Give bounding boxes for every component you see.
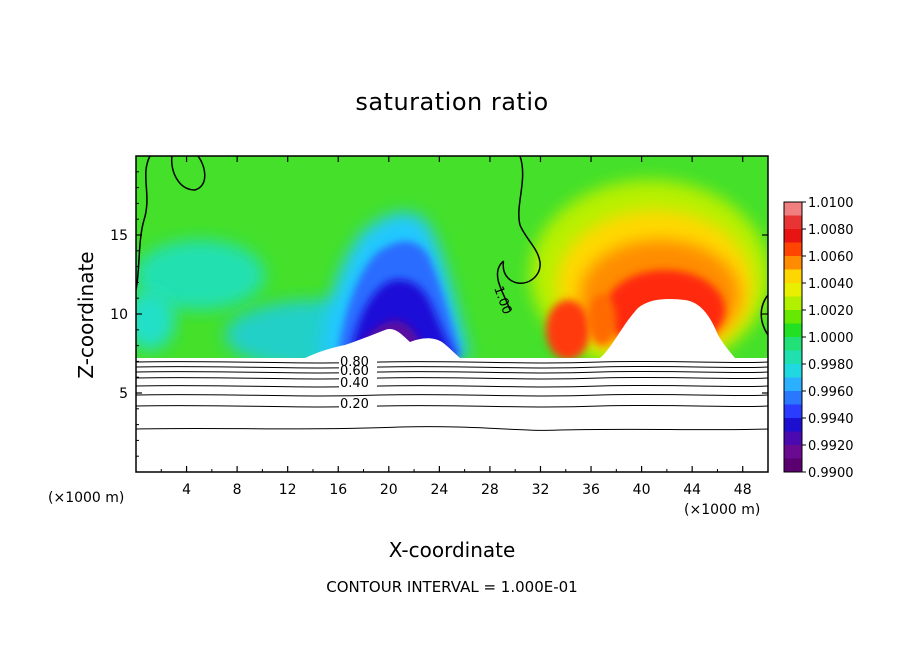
colorbar-swatch bbox=[784, 323, 802, 338]
colorbar-swatch bbox=[784, 269, 802, 284]
contour-label-0.60: 0.60 bbox=[340, 364, 369, 379]
colorbar-swatch bbox=[784, 418, 802, 432]
chart-title: saturation ratio bbox=[355, 88, 549, 116]
colorbar-swatch bbox=[784, 350, 802, 365]
colorbar: 1.0100 1.0080 1.0060 1.0040 1.0020 1.0000 0.99… bbox=[783, 196, 854, 481]
heatmap-field bbox=[136, 156, 768, 472]
colorbar-label: 0.9960 bbox=[808, 385, 854, 400]
contour-1.00-mid bbox=[496, 156, 541, 311]
colorbar-swatch bbox=[784, 242, 802, 257]
x-axis-ticks: 4 8 12 16 20 24 28 32 36 40 44 48 bbox=[160, 156, 752, 498]
contour-label-bg-2 bbox=[339, 366, 377, 377]
contour-label-bg-1 bbox=[339, 356, 377, 367]
colorbar-label: 0.9900 bbox=[808, 466, 854, 481]
x-tick-label: 8 bbox=[233, 482, 242, 498]
contour-interval-note: CONTOUR INTERVAL = 1.000E-01 bbox=[326, 578, 578, 596]
contour-band-7 bbox=[136, 404, 768, 408]
y-tick-label: 5 bbox=[119, 386, 128, 402]
colorbar-swatch bbox=[784, 377, 802, 392]
contour-labels: 0.80 0.60 0.40 0.20 1.00 bbox=[339, 284, 514, 412]
colorbar-label: 1.0000 bbox=[808, 331, 854, 346]
contour-1.00-left bbox=[136, 156, 151, 291]
colorbar-swatch bbox=[784, 391, 802, 405]
colorbar-swatch bbox=[784, 296, 802, 311]
y-tick-label: 15 bbox=[110, 228, 128, 244]
x-tick-label: 4 bbox=[182, 482, 191, 498]
colorbar-swatch bbox=[784, 445, 802, 459]
colorbar-label: 0.9980 bbox=[808, 358, 854, 373]
x-tick-label: 16 bbox=[329, 482, 347, 498]
contour-1.00-topleft bbox=[170, 156, 206, 191]
colorbar-label: 0.9920 bbox=[808, 439, 854, 454]
contour-band-3 bbox=[136, 370, 768, 374]
y-axis-ticks: 5 10 15 bbox=[110, 171, 768, 457]
contour-1.00-right bbox=[760, 294, 768, 336]
x-tick-label: 24 bbox=[430, 482, 448, 498]
colorbar-swatch bbox=[784, 202, 802, 216]
x-unit-label-left: (×1000 m) bbox=[48, 490, 125, 506]
x-tick-label: 44 bbox=[683, 482, 701, 498]
contour-band-1 bbox=[136, 360, 768, 364]
x-tick-label: 32 bbox=[532, 482, 550, 498]
colorbar-label: 1.0040 bbox=[808, 277, 854, 292]
contour-band-2 bbox=[136, 365, 768, 369]
cyan-patch-left bbox=[136, 240, 265, 310]
colorbar-swatch bbox=[784, 337, 802, 351]
x-tick-label: 48 bbox=[734, 482, 752, 498]
colorbar-swatch bbox=[784, 458, 802, 473]
x-tick-label: 20 bbox=[380, 482, 398, 498]
colorbar-swatch bbox=[784, 229, 802, 243]
x-tick-label: 36 bbox=[582, 482, 600, 498]
cyan-patch-edge bbox=[136, 290, 175, 350]
x-unit-label-right: (×1000 m) bbox=[684, 502, 761, 518]
colorbar-swatch bbox=[784, 215, 802, 230]
colorbar-swatch bbox=[784, 310, 802, 324]
contour-band-6 bbox=[136, 393, 768, 397]
contour-label-bg-3 bbox=[339, 377, 377, 388]
x-tick-label: 12 bbox=[279, 482, 297, 498]
colorbar-label: 1.0080 bbox=[808, 223, 854, 238]
colorbar-swatch bbox=[784, 283, 802, 297]
contour-band-5 bbox=[136, 384, 768, 388]
white-region-right bbox=[600, 298, 735, 358]
colorbar-swatch bbox=[784, 364, 802, 378]
contour-label-bg-4 bbox=[339, 397, 377, 409]
colorbar-label: 1.0100 bbox=[808, 196, 854, 211]
contour-band-8 bbox=[136, 426, 768, 431]
colorbar-label: 0.9940 bbox=[808, 412, 854, 427]
colorbar-swatch bbox=[784, 404, 802, 419]
x-tick-label: 28 bbox=[481, 482, 499, 498]
white-region-left bbox=[305, 329, 460, 358]
lower-band bbox=[136, 358, 768, 472]
warm-plume-mid bbox=[588, 294, 616, 346]
colorbar-label: 1.0060 bbox=[808, 250, 854, 265]
colorbar-label: 1.0020 bbox=[808, 304, 854, 319]
colorbar-swatch bbox=[784, 256, 802, 270]
contour-label-0.40: 0.40 bbox=[340, 376, 369, 391]
x-axis-label: X-coordinate bbox=[388, 538, 516, 562]
warm-plume-left bbox=[546, 300, 590, 360]
x-tick-label: 40 bbox=[633, 482, 651, 498]
contour-label-0.20: 0.20 bbox=[340, 397, 369, 412]
contour-band-4 bbox=[136, 376, 768, 380]
y-tick-label: 10 bbox=[110, 307, 128, 323]
colorbar-swatch bbox=[784, 431, 802, 446]
